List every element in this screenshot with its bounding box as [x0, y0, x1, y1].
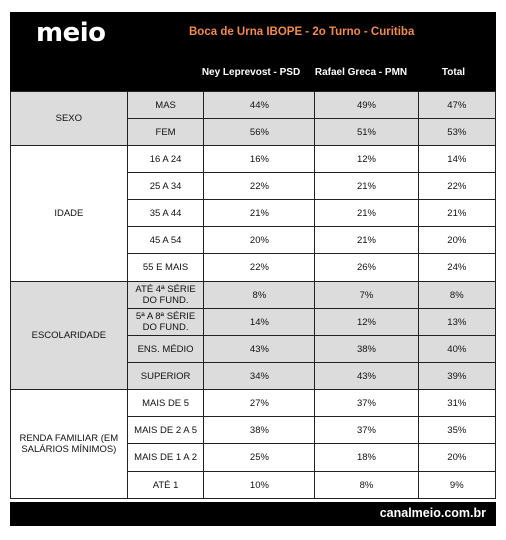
group-label: SEXO [10, 91, 128, 146]
row-label: 25 A 34 [126, 172, 205, 200]
value-cell: 20% [417, 443, 497, 472]
value-cell: 51% [314, 118, 419, 146]
value-cell: 13% [417, 308, 497, 336]
row-label: 35 A 44 [126, 199, 205, 227]
value-cell: 9% [417, 471, 497, 499]
value-cell: 21% [417, 199, 497, 227]
value-cell: 20% [417, 226, 497, 254]
value-cell: 18% [314, 443, 419, 472]
row-label: ATÉ 1 [126, 471, 205, 499]
value-cell: 22% [417, 172, 497, 200]
column-header: Ney Leprevost - PSD [201, 67, 301, 78]
value-cell: 56% [203, 118, 316, 146]
value-cell: 20% [203, 226, 316, 254]
value-cell: 47% [417, 91, 497, 119]
value-cell: 43% [314, 362, 419, 390]
value-cell: 25% [203, 443, 316, 472]
group-label: RENDA FAMILIAR (EM SALÁRIOS MÍNIMOS) [10, 389, 128, 499]
table-row: FEM 56% 51% 53% [11, 118, 497, 146]
table-row: 35 A 44 21% 21% 21% [11, 199, 497, 227]
row-label: 55 E MAIS [126, 253, 205, 282]
value-cell: 21% [314, 199, 419, 227]
value-cell: 37% [314, 389, 419, 417]
value-cell: 40% [417, 335, 497, 363]
row-label: 45 A 54 [126, 226, 205, 254]
table-row: ESCOLARIDADE ATÉ 4ª SÉRIE DO FUND. 8% 7% 8% [10, 281, 497, 390]
value-cell: 14% [203, 308, 316, 336]
row-label: 16 A 24 [126, 145, 205, 173]
value-cell: 27% [203, 389, 316, 417]
value-cell: 44% [203, 91, 316, 119]
group-label: ESCOLARIDADE [10, 281, 128, 390]
row-label: SUPERIOR [126, 362, 205, 390]
value-cell: 12% [314, 145, 419, 173]
value-cell: 39% [417, 362, 497, 390]
value-cell: 12% [314, 308, 419, 336]
value-cell: 8% [417, 281, 497, 309]
value-cell: 16% [203, 145, 316, 173]
table-row: 55 E MAIS 22% 26% 24% [11, 253, 497, 282]
table-row: MAIS DE 1 A 2 25% 18% 20% [11, 443, 497, 472]
footer-site: canalmeio.com.br [379, 506, 486, 520]
table-row: ATÉ 1 10% 8% 9% [11, 471, 497, 499]
value-cell: 21% [314, 226, 419, 254]
value-cell: 34% [203, 362, 316, 390]
row-label: ENS. MÉDIO [126, 335, 205, 363]
table-row: 25 A 34 22% 21% 22% [11, 172, 497, 200]
value-cell: 10% [203, 471, 316, 499]
poll-table: SEXO MAS 44% 49% 47% FEM 56% 51% 53% IDADE 16 A 24… [10, 91, 497, 499]
value-cell: 53% [417, 118, 497, 146]
value-cell: 22% [203, 253, 316, 282]
group-label: IDADE [10, 145, 128, 282]
value-cell: 49% [314, 91, 419, 119]
value-cell: 37% [314, 416, 419, 444]
table-row: ENS. MÉDIO 43% 38% 40% [11, 335, 497, 363]
brand-logo: meio [36, 18, 106, 48]
header-bar: meio Boca de Urna IBOPE - 2o Turno - Cur… [10, 12, 496, 91]
value-cell: 38% [203, 416, 316, 444]
value-cell: 26% [314, 253, 419, 282]
poll-table-card: meio Boca de Urna IBOPE - 2o Turno - Cur… [10, 12, 497, 526]
value-cell: 7% [314, 281, 419, 309]
table-row: 5ª A 8ª SÉRIE DO FUND. 14% 12% 13% [11, 308, 497, 336]
row-label: MAS [126, 91, 205, 119]
value-cell: 43% [203, 335, 316, 363]
row-label: MAIS DE 2 A 5 [126, 416, 205, 444]
value-cell: 8% [203, 281, 316, 309]
value-cell: 14% [417, 145, 497, 173]
row-label: ATÉ 4ª SÉRIE DO FUND. [126, 281, 205, 309]
value-cell: 35% [417, 416, 497, 444]
value-cell: 22% [203, 172, 316, 200]
table-row: IDADE 16 A 24 16% 12% 14% [10, 145, 497, 282]
table-row: SUPERIOR 34% 43% 39% [11, 362, 497, 390]
value-cell: 8% [314, 471, 419, 499]
value-cell: 31% [417, 389, 497, 417]
row-label: FEM [126, 118, 205, 146]
footer-bar: canalmeio.com.br [10, 502, 496, 526]
table-row: MAIS DE 2 A 5 38% 37% 35% [11, 416, 497, 444]
value-cell: 38% [314, 335, 419, 363]
value-cell: 21% [203, 199, 316, 227]
value-cell: 21% [314, 172, 419, 200]
table-row: SEXO MAS 44% 49% 47% [10, 91, 497, 146]
column-header: Rafael Greca - PMN [314, 67, 408, 78]
row-label: 5ª A 8ª SÉRIE DO FUND. [126, 308, 205, 336]
chart-title: Boca de Urna IBOPE - 2o Turno - Curitiba [189, 26, 415, 38]
table-row: 45 A 54 20% 21% 20% [11, 226, 497, 254]
row-label: MAIS DE 5 [126, 389, 205, 417]
column-header: Total [441, 67, 466, 78]
row-label: MAIS DE 1 A 2 [126, 443, 205, 472]
value-cell: 24% [417, 253, 497, 282]
table-row: RENDA FAMILIAR (EM SALÁRIOS MÍNIMOS) MAIS… [10, 389, 497, 499]
